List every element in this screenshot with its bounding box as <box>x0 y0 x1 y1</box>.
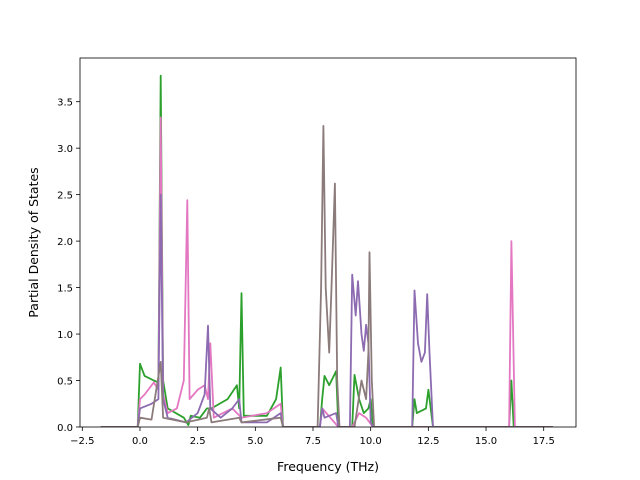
y-axis-label: Partial Density of States <box>26 167 41 317</box>
x-tick-label: 2.5 <box>190 436 206 447</box>
y-tick-label: 1.0 <box>57 330 73 341</box>
y-tick-label: 1.5 <box>57 284 73 295</box>
x-tick-label: 0.0 <box>132 436 148 447</box>
y-axis-ticks: 0.0 0.5 1.0 1.5 2.0 2.5 3.0 3.5 <box>57 98 80 434</box>
y-tick-label: 3.5 <box>57 98 73 109</box>
x-tick-label: 12.5 <box>417 436 439 447</box>
x-tick-label: 15.0 <box>475 436 497 447</box>
x-axis-ticks: −2.5 0.0 2.5 5.0 7.5 10.0 12.5 15.0 17.5 <box>70 427 555 447</box>
x-tick-label: −2.5 <box>70 436 94 447</box>
y-tick-label: 2.0 <box>57 237 73 248</box>
y-tick-label: 3.0 <box>57 144 73 155</box>
plot-frame <box>79 57 577 428</box>
x-tick-label: 7.5 <box>305 436 321 447</box>
series-line-4 <box>100 125 553 427</box>
series-layer <box>100 74 553 427</box>
x-axis-label: Frequency (THz) <box>277 459 379 474</box>
x-tick-label: 17.5 <box>533 436 555 447</box>
y-tick-label: 0.5 <box>57 377 73 388</box>
series-line-2 <box>100 116 553 427</box>
y-tick-label: 2.5 <box>57 191 73 202</box>
y-tick-label: 0.0 <box>57 423 73 434</box>
series-line-1 <box>100 74 553 427</box>
x-tick-label: 10.0 <box>360 436 382 447</box>
x-tick-label: 5.0 <box>247 436 263 447</box>
